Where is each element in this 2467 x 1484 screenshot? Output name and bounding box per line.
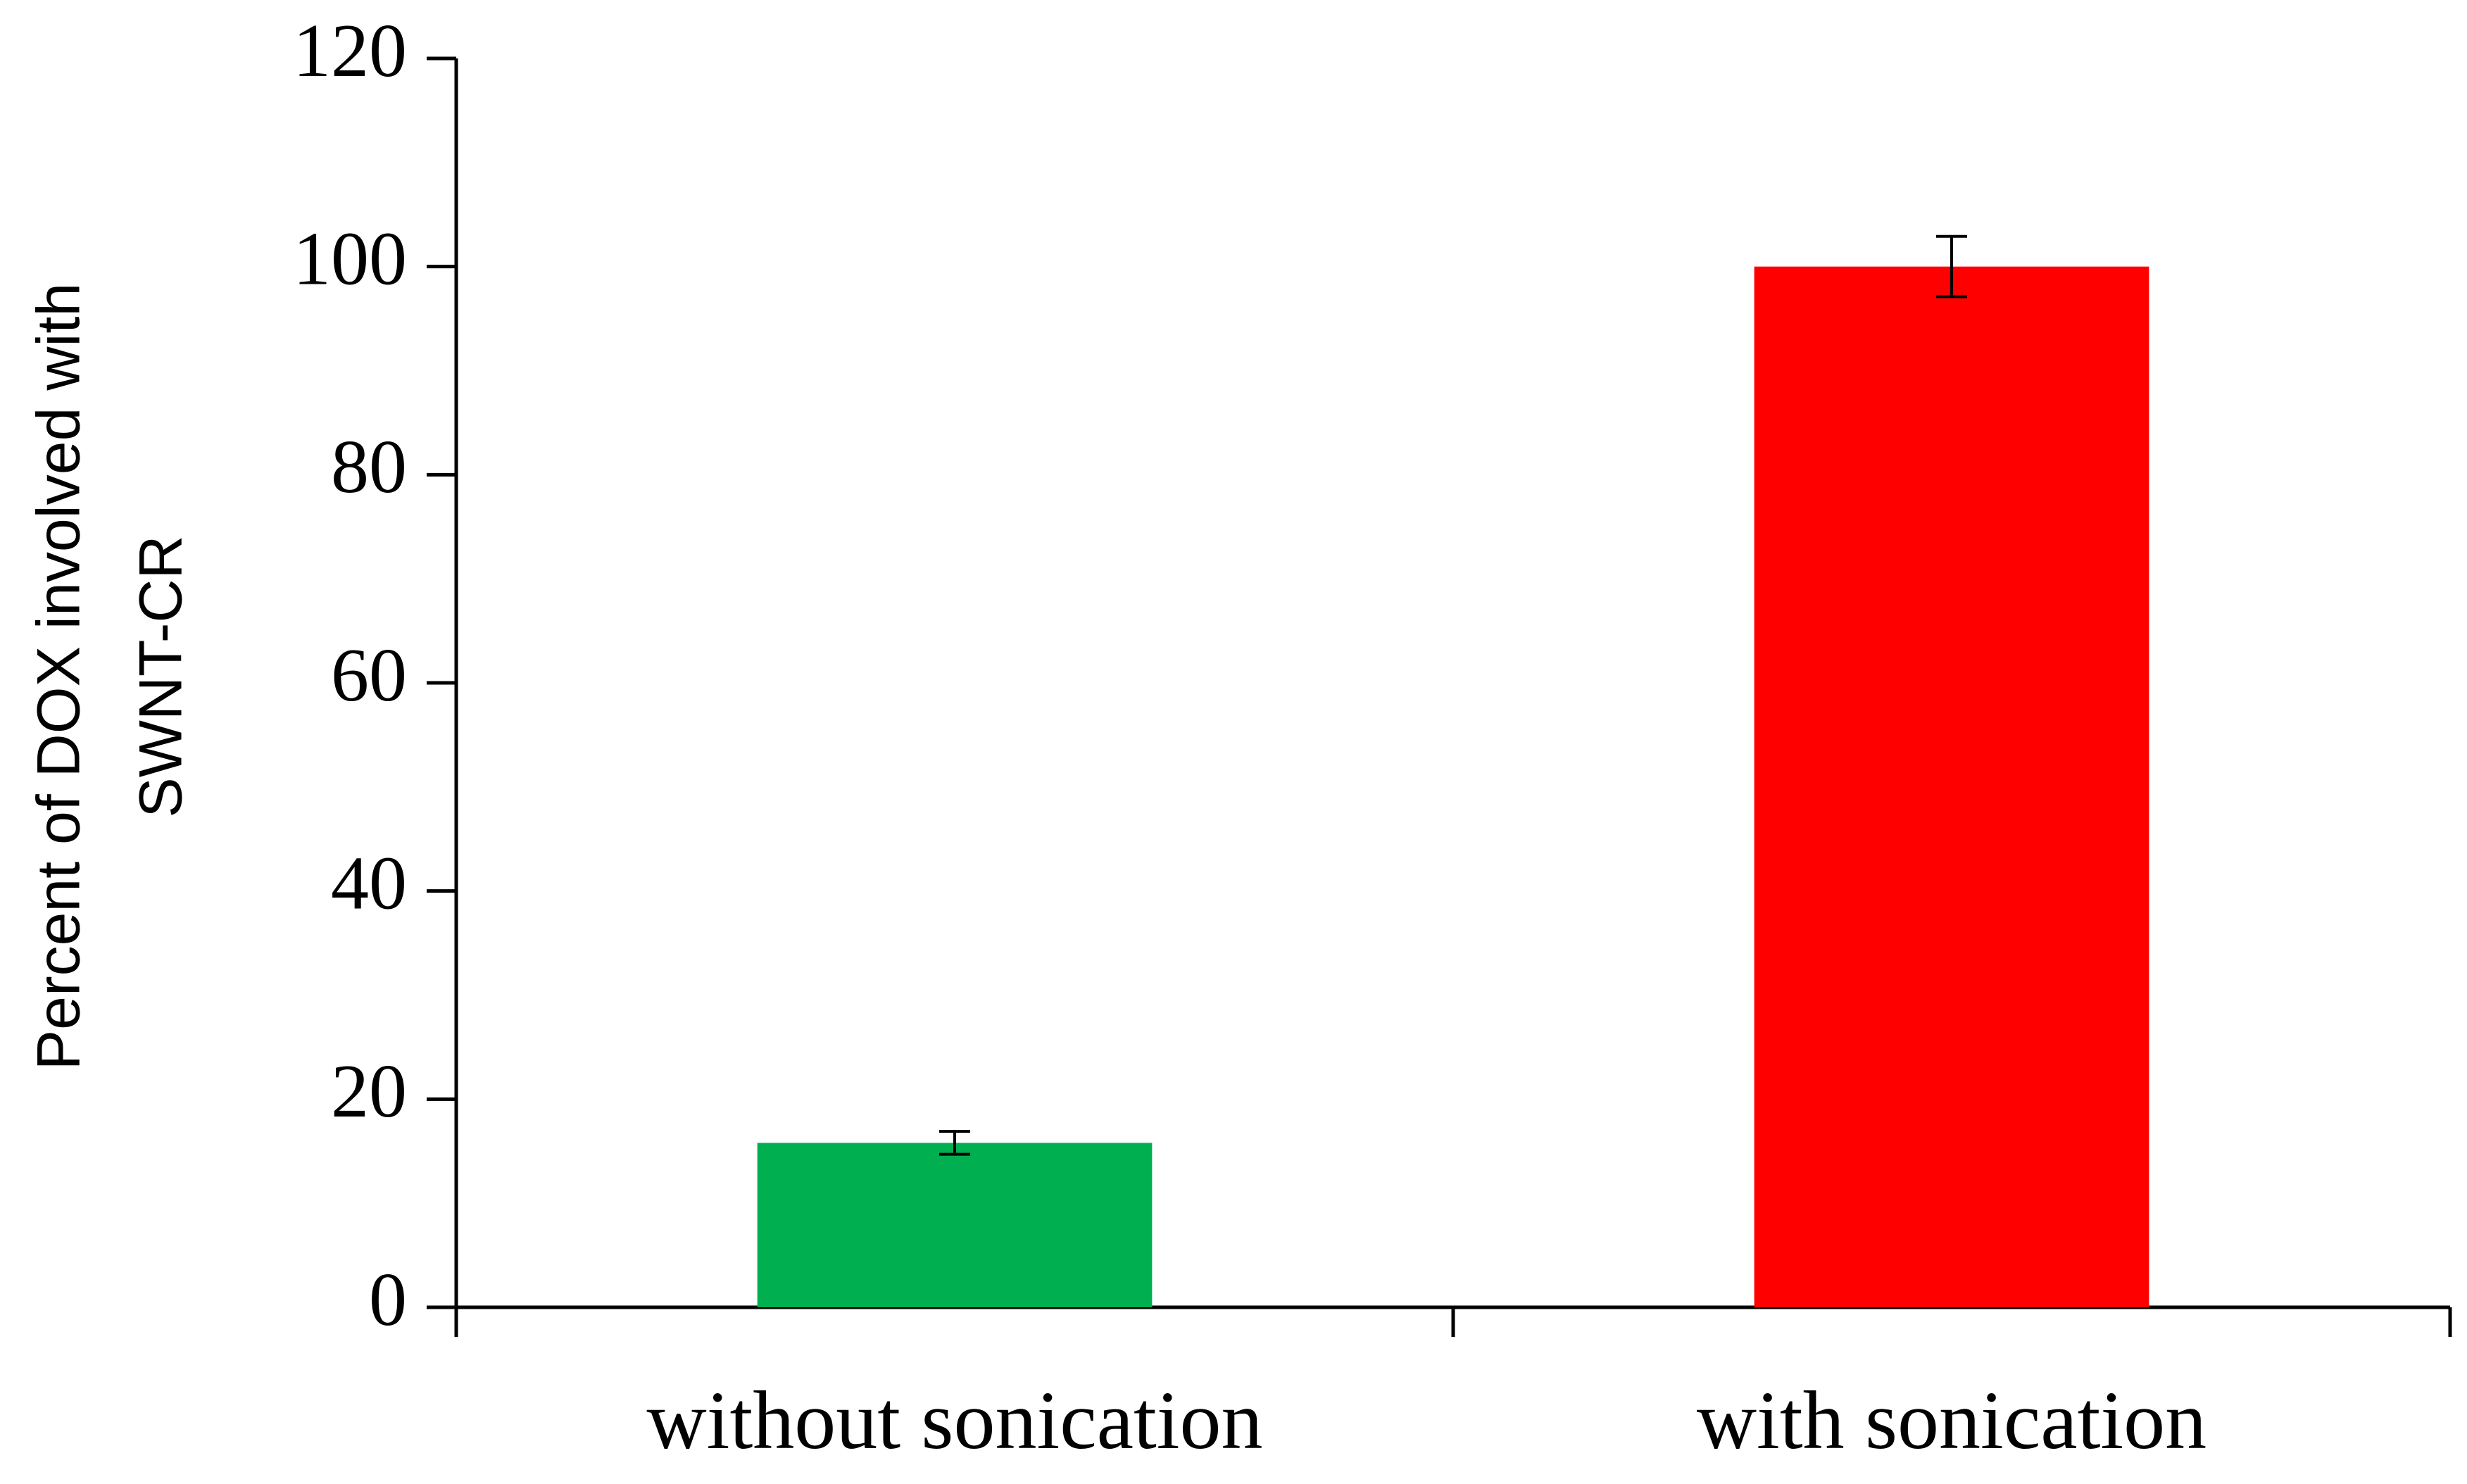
y-tick-label: 80 — [331, 425, 407, 509]
x-tick-label: without sonication — [646, 1374, 1262, 1466]
y-axis-title-line: SWNT-CR — [127, 535, 195, 817]
bar — [1754, 266, 2149, 1308]
y-axis-title-line: Percent of DOX involved with — [25, 283, 93, 1071]
y-tick-label: 20 — [331, 1050, 407, 1133]
x-tick-label: with sonication — [1697, 1374, 2207, 1466]
y-tick-label: 60 — [331, 634, 407, 717]
error-bar — [939, 1130, 970, 1156]
y-tick-label: 120 — [293, 9, 407, 93]
y-axis-title: Percent of DOX involved with SWNT-CR — [25, 283, 195, 1071]
bar — [757, 1143, 1153, 1307]
error-bar — [1936, 234, 1967, 298]
y-tick-label: 100 — [293, 217, 407, 301]
y-tick-label: 0 — [369, 1258, 407, 1342]
y-tick-label: 40 — [331, 841, 407, 925]
